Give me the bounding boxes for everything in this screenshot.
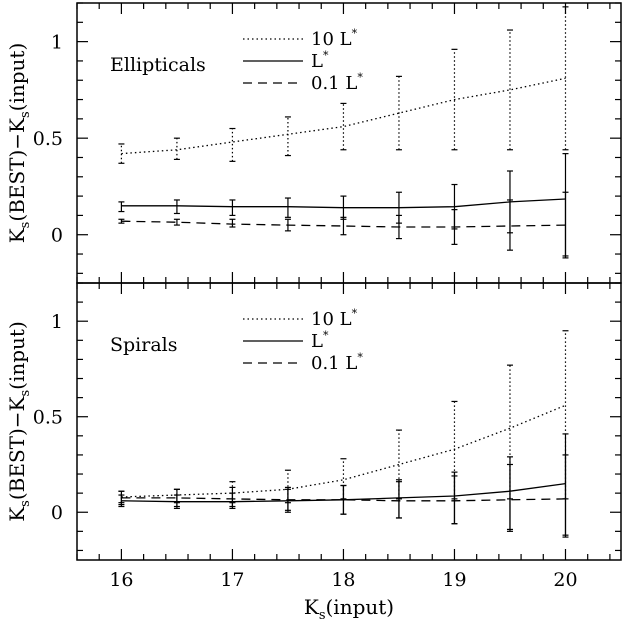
legend-label-sup: *: [323, 49, 329, 62]
xtick-label: 20: [553, 569, 577, 591]
top-ytick-label: 0.5: [33, 128, 63, 150]
legend-label-main: 0.1 L: [311, 73, 357, 94]
ylabel-k1: K: [5, 506, 29, 522]
legend-label-main: 0.1 L: [311, 353, 357, 374]
bottom-legend-label: 10 L*: [311, 307, 358, 330]
ylabel-input: (input): [5, 43, 29, 112]
ylabel-minus: −: [5, 133, 29, 150]
ylabel-best: (BEST): [5, 428, 29, 500]
bottom-ytick-label: 0.5: [33, 407, 63, 429]
ylabel-sub1: s: [18, 500, 33, 507]
xtick-label: 17: [220, 569, 244, 591]
top-legend-label: 0.1 L*: [311, 71, 363, 94]
legend-label-sup: *: [357, 71, 363, 84]
top-legend-label: 10 L*: [311, 27, 358, 50]
bottom-series-line-dotted: [121, 404, 566, 498]
legend-label-main: 10 L: [311, 29, 352, 50]
ylabel-input: (input): [5, 321, 29, 390]
ylabel-k2: K: [5, 395, 29, 411]
legend-label-main: L: [311, 51, 323, 72]
ylabel-sub2: s: [18, 111, 33, 118]
x-axis-label: Ks(input): [304, 595, 394, 623]
ylabel-sub1: s: [18, 222, 33, 229]
legend-label-sup: *: [352, 27, 358, 40]
bottom-ytick-label: 1: [51, 311, 63, 333]
ylabel-sub2: s: [18, 390, 33, 397]
top-legend-label: L*: [311, 49, 329, 72]
xtick-label: 18: [331, 569, 355, 591]
xtick-label: 19: [442, 569, 466, 591]
ylabel-minus: −: [5, 411, 29, 428]
bottom-legend-label: 0.1 L*: [311, 351, 363, 374]
x-axis-label-sub: s: [319, 608, 326, 623]
bottom-panel-label: Spirals: [110, 334, 178, 356]
bottom-legend-label: L*: [311, 329, 329, 352]
ylabel-best: (BEST): [5, 150, 29, 222]
bottom-y-axis-label: Ks(BEST)−Ks(input): [5, 321, 33, 522]
x-axis-label-tail: (input): [326, 595, 395, 619]
ylabel-k1: K: [5, 227, 29, 243]
bottom-ytick-label: 0: [51, 502, 63, 524]
top-ytick-label: 0: [51, 225, 63, 247]
bottom-plot-frame: [76, 282, 622, 561]
x-axis-label-main: K: [304, 595, 320, 619]
ylabel-k2: K: [5, 117, 29, 133]
legend-label-main: 10 L: [311, 309, 352, 330]
top-ytick-label: 1: [51, 32, 63, 54]
top-y-axis-label: Ks(BEST)−Ks(input): [5, 43, 33, 244]
legend-label-sup: *: [357, 351, 363, 364]
top-panel-label: Ellipticals: [110, 54, 206, 76]
legend-label-sup: *: [323, 329, 329, 342]
legend-label-main: L: [311, 331, 323, 352]
xtick-label: 16: [109, 569, 133, 591]
legend-label-sup: *: [352, 307, 358, 320]
